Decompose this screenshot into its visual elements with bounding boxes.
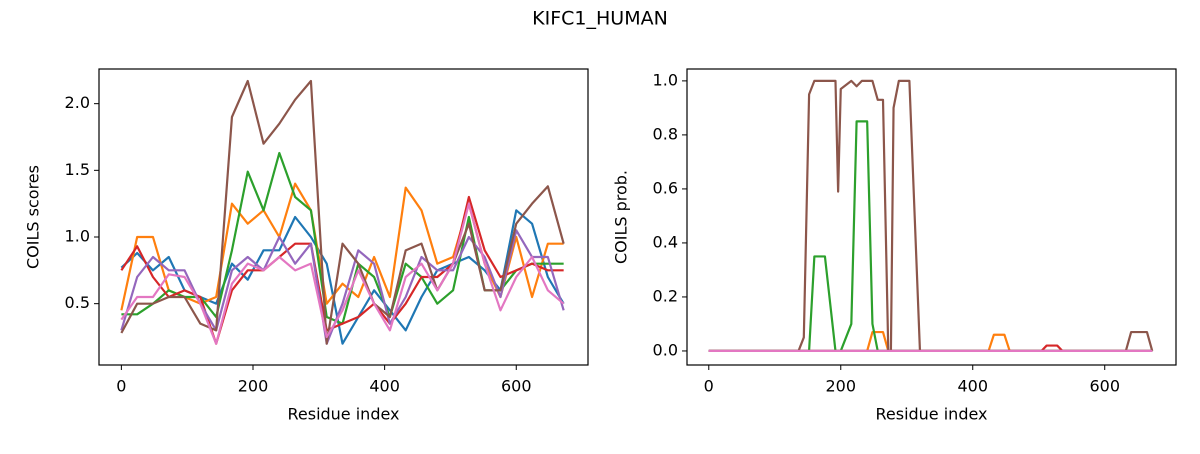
data-line — [120, 79, 565, 345]
y-tick-label: 0.5 — [65, 293, 90, 312]
x-axis-label: Residue index — [287, 405, 399, 424]
y-tick-label: 1.0 — [65, 227, 90, 246]
axes-frame — [686, 68, 1177, 366]
x-tick-label: 200 — [825, 377, 856, 396]
data-line — [708, 79, 1154, 353]
x-tick-label: 400 — [369, 377, 400, 396]
y-tick-label: 0.6 — [653, 178, 678, 197]
x-tick-label: 0 — [704, 377, 714, 396]
y-tick-label: 0.8 — [653, 124, 678, 143]
y-tick-label: 0.4 — [653, 232, 678, 251]
x-tick-label: 600 — [501, 377, 532, 396]
y-tick-label: 0.2 — [653, 286, 678, 305]
data-line — [120, 229, 565, 345]
data-line — [708, 120, 1153, 353]
x-tick-label: 400 — [957, 377, 988, 396]
data-line — [120, 202, 565, 345]
x-tick-label: 0 — [116, 377, 126, 396]
y-tick-label: 1.0 — [653, 70, 678, 89]
axes-frame — [98, 68, 589, 366]
x-tick-label: 200 — [238, 377, 269, 396]
x-axis-label: Residue index — [875, 405, 987, 424]
y-axis-label: COILS prob. — [612, 170, 631, 264]
data-line — [120, 182, 564, 311]
y-axis-label: COILS scores — [24, 165, 43, 269]
y-tick-label: 1.5 — [65, 160, 90, 179]
x-tick-label: 600 — [1089, 377, 1120, 396]
y-tick-label: 2.0 — [65, 93, 90, 112]
figure-title: KIFC1_HUMAN — [532, 8, 668, 30]
data-line — [708, 330, 1153, 353]
y-tick-label: 0.0 — [653, 340, 678, 359]
